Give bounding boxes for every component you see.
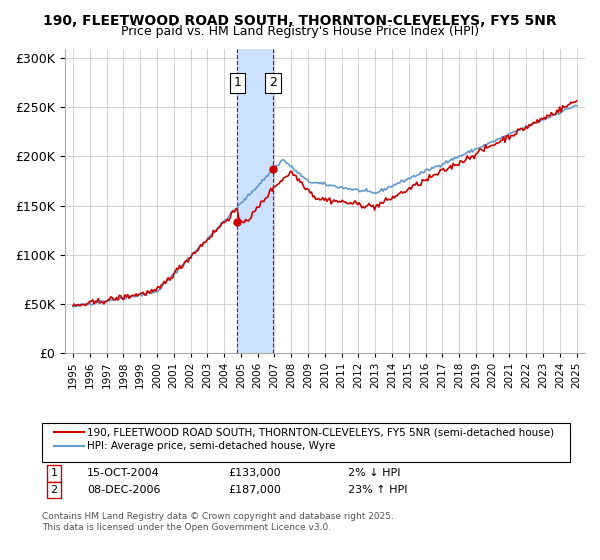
Text: £133,000: £133,000 [228,468,281,478]
Text: 1: 1 [50,468,58,478]
Text: 2% ↓ HPI: 2% ↓ HPI [348,468,401,478]
Text: 2: 2 [269,76,277,90]
Text: Price paid vs. HM Land Registry's House Price Index (HPI): Price paid vs. HM Land Registry's House … [121,25,479,38]
Text: 2: 2 [50,485,58,495]
Text: HPI: Average price, semi-detached house, Wyre: HPI: Average price, semi-detached house,… [87,441,335,451]
Text: 23% ↑ HPI: 23% ↑ HPI [348,485,407,495]
Text: £187,000: £187,000 [228,485,281,495]
Text: 15-OCT-2004: 15-OCT-2004 [87,468,160,478]
Text: 190, FLEETWOOD ROAD SOUTH, THORNTON-CLEVELEYS, FY5 5NR: 190, FLEETWOOD ROAD SOUTH, THORNTON-CLEV… [43,14,557,28]
Text: 190, FLEETWOOD ROAD SOUTH, THORNTON-CLEVELEYS, FY5 5NR (semi-detached house): 190, FLEETWOOD ROAD SOUTH, THORNTON-CLEV… [87,427,554,437]
Bar [238,49,273,353]
Text: 1: 1 [233,76,241,90]
Text: Contains HM Land Registry data © Crown copyright and database right 2025.
This d: Contains HM Land Registry data © Crown c… [42,512,394,532]
Text: 08-DEC-2006: 08-DEC-2006 [87,485,161,495]
